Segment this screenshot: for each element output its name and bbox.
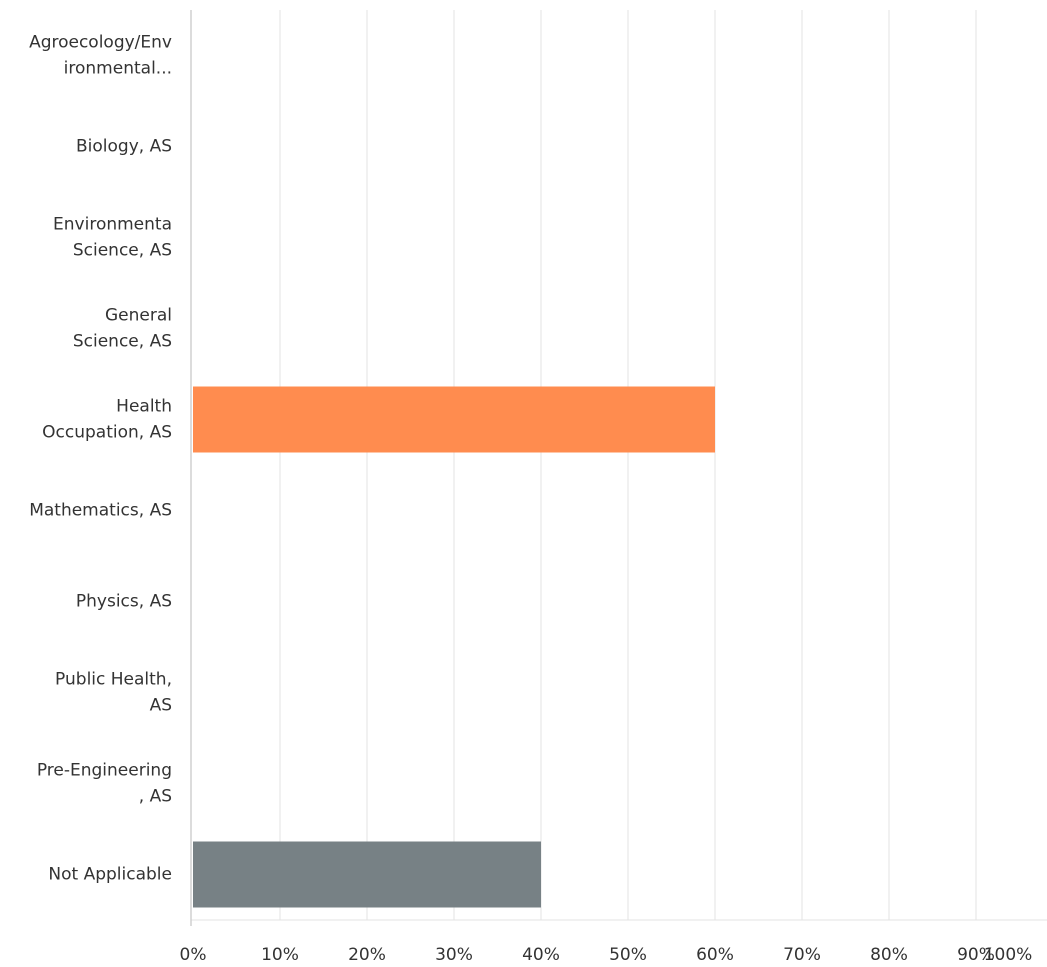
- label-line: Public Health,: [55, 670, 172, 690]
- label-line: Science, AS: [73, 241, 172, 261]
- x-tick-label: 100%: [984, 945, 1033, 965]
- label-line: General: [105, 306, 172, 326]
- x-tick-label: 20%: [348, 945, 386, 965]
- y-tick-label: Not Applicable: [48, 865, 172, 885]
- x-tick-label: 70%: [783, 945, 821, 965]
- bar: [193, 841, 541, 908]
- label-line: AS: [150, 696, 172, 716]
- x-tick-label: 40%: [522, 945, 560, 965]
- y-tick-label: Public Health, AS: [55, 670, 172, 716]
- y-tick-label: Pre-Engineering , AS: [37, 761, 172, 807]
- y-tick-label: Physics, AS: [76, 592, 172, 612]
- y-tick-label: General Science, AS: [73, 306, 172, 352]
- label-line: Agroecology/Env: [29, 33, 172, 53]
- y-tick-label: Biology, AS: [76, 137, 172, 157]
- x-tick-label: 90%: [957, 945, 995, 965]
- label-line: Not Applicable: [48, 865, 172, 885]
- label-line: Physics, AS: [76, 592, 172, 612]
- x-tick-label: 0%: [180, 945, 207, 965]
- y-tick-label: Mathematics, AS: [29, 501, 172, 521]
- label-line: Environmenta: [53, 215, 172, 235]
- x-tick-label: 60%: [696, 945, 734, 965]
- bar: [193, 386, 715, 453]
- label-line: Health: [116, 397, 172, 417]
- x-tick-label: 10%: [261, 945, 299, 965]
- x-tick-label: 30%: [435, 945, 473, 965]
- label-line: ironmental...: [64, 59, 172, 79]
- y-tick-label: Agroecology/Env ironmental...: [29, 33, 172, 79]
- y-tick-label: Environmenta Science, AS: [53, 215, 172, 261]
- label-line: Pre-Engineering: [37, 761, 172, 781]
- label-line: Science, AS: [73, 332, 172, 352]
- label-line: Occupation, AS: [42, 423, 172, 443]
- label-line: Biology, AS: [76, 137, 172, 157]
- label-line: , AS: [139, 787, 172, 807]
- label-line: Mathematics, AS: [29, 501, 172, 521]
- x-tick-label: 50%: [609, 945, 647, 965]
- x-tick-label: 80%: [870, 945, 908, 965]
- y-tick-label: Health Occupation, AS: [42, 397, 172, 443]
